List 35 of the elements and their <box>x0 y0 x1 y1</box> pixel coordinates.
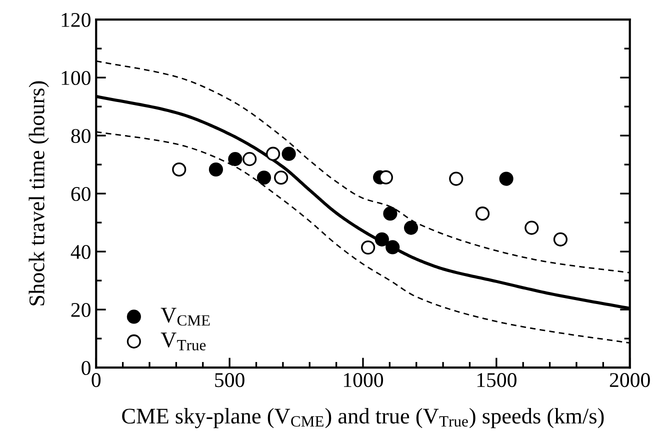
point <box>172 162 186 177</box>
legend-label: V$_{CME}$ <box>160 308 210 326</box>
point <box>499 172 514 186</box>
y-axis-title: Shock travel time (hours) <box>28 81 49 306</box>
x-tick-label: 2000 <box>610 373 650 388</box>
point <box>266 146 280 161</box>
x-tick-label: 1000 <box>344 373 384 388</box>
point <box>524 220 539 235</box>
point <box>476 206 490 221</box>
point <box>208 162 223 177</box>
point <box>274 170 288 185</box>
point <box>378 170 393 184</box>
point <box>256 170 272 185</box>
x-tick-label: 0 <box>92 373 101 388</box>
point <box>374 232 389 246</box>
y-tick-label: 120 <box>62 12 90 28</box>
point <box>383 206 398 221</box>
point <box>361 240 376 255</box>
point <box>449 172 464 186</box>
x-tick-label: 500 <box>215 373 244 388</box>
y-tick-label: 20 <box>71 302 90 318</box>
legend-label: V$_{True}$ <box>160 332 206 350</box>
point <box>386 240 400 254</box>
point <box>282 146 296 161</box>
y-tick-label: 100 <box>62 70 90 86</box>
point <box>228 152 242 166</box>
y-tick-label: 60 <box>71 186 90 202</box>
y-tick-label: 0 <box>82 360 90 376</box>
y-tick-label: 40 <box>70 244 90 260</box>
x-tick-label: 1500 <box>477 373 516 388</box>
point <box>242 152 257 166</box>
y-tick-label: 80 <box>71 128 90 144</box>
point <box>404 220 418 235</box>
point <box>553 232 568 246</box>
x-axis-title: CME sky-plane (V$_{CME}$) and true (V$_{True}$) speeds (km/s) <box>122 408 604 428</box>
